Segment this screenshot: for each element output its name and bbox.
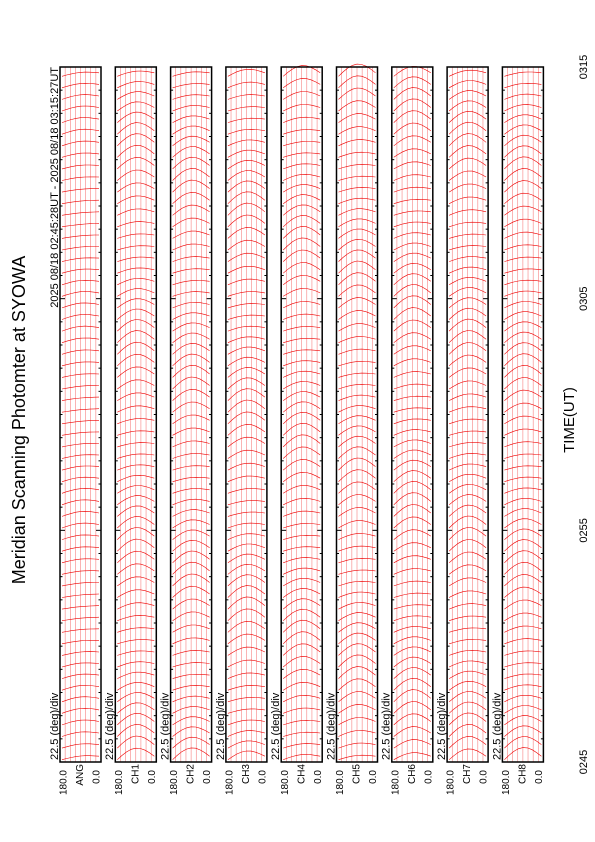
title: Meridian Scanning Photomter at SYOWA xyxy=(9,256,29,584)
ymax-label: 180.0 xyxy=(390,770,401,795)
rotated-plot: Meridian Scanning Photomter at SYOWA 202… xyxy=(9,55,590,795)
scale-label: 22.5 (deg)/div xyxy=(325,692,337,760)
scale-label: 22.5 (deg)/div xyxy=(160,692,172,760)
channel-label: CH7 xyxy=(462,764,473,784)
scale-label: 22.5 (deg)/div xyxy=(436,692,448,760)
time-tick-label: 0305 xyxy=(578,286,590,310)
scale-label: 22.5 (deg)/div xyxy=(49,692,61,760)
ymax-label: 180.0 xyxy=(280,770,291,795)
channel-label: CH1 xyxy=(130,764,141,784)
time-range: 2025 08/18 02:45:28UT - 2025 08/18 03:15… xyxy=(49,67,61,308)
ymax-label: 180.0 xyxy=(114,770,125,795)
ymax-label: 180.0 xyxy=(446,770,457,795)
scale-label: 22.5 (deg)/div xyxy=(270,692,282,760)
time-tick-label: 0245 xyxy=(578,750,590,774)
ymax-label: 180.0 xyxy=(59,770,70,795)
ymax-label: 180.0 xyxy=(501,770,512,795)
time-tick-label: 0315 xyxy=(578,55,590,79)
channel-label: CH6 xyxy=(407,764,418,784)
scale-label: 22.5 (deg)/div xyxy=(491,692,503,760)
channel-label: CH8 xyxy=(518,764,529,784)
x-axis-label: TIME(UT) xyxy=(561,387,578,453)
scale-label: 22.5 (deg)/div xyxy=(104,692,116,760)
ymin-label: 0.0 xyxy=(202,770,213,784)
ymax-label: 180.0 xyxy=(225,770,236,795)
ymin-label: 0.0 xyxy=(368,770,379,784)
channel-label: CH4 xyxy=(296,764,307,784)
channel-label: CH3 xyxy=(241,764,252,784)
ymax-label: 180.0 xyxy=(335,770,346,795)
ymin-label: 0.0 xyxy=(313,770,324,784)
channel-label: CH5 xyxy=(352,764,363,784)
channel-label: CH2 xyxy=(186,764,197,784)
scale-label: 22.5 (deg)/div xyxy=(381,692,393,760)
time-tick-label: 0255 xyxy=(578,518,590,542)
ymin-label: 0.0 xyxy=(147,770,158,784)
ymin-label: 0.0 xyxy=(92,770,103,784)
ymin-label: 0.0 xyxy=(258,770,269,784)
ymin-label: 0.0 xyxy=(423,770,434,784)
scale-label: 22.5 (deg)/div xyxy=(215,692,227,760)
ymin-label: 0.0 xyxy=(479,770,490,784)
channel-label: ANG xyxy=(75,764,86,786)
ymax-label: 180.0 xyxy=(169,770,180,795)
ymin-label: 0.0 xyxy=(534,770,545,784)
